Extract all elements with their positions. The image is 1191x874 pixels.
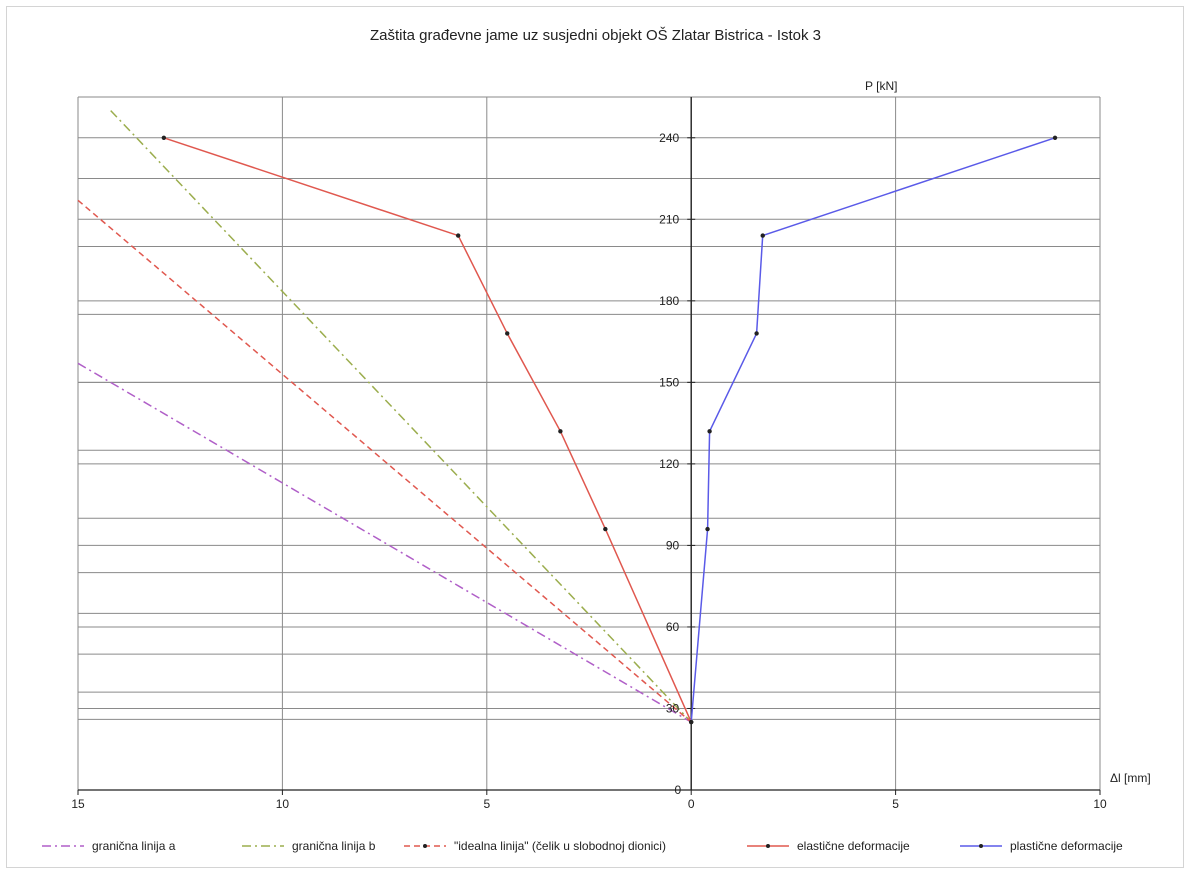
data-point (705, 526, 710, 532)
y-tick-label: 240 (659, 131, 679, 145)
legend-item: "idealna linija" (čelik u slobodnoj dion… (402, 836, 666, 856)
legend-label: granična linija b (292, 839, 376, 853)
x-tick-label: 15 (71, 797, 85, 811)
data-point (505, 331, 510, 336)
series-line-2 (110, 110, 692, 723)
legend-swatch-marker (423, 844, 427, 848)
chart-legend: granična linija a granična linija b "ideal… (40, 836, 1160, 856)
legend-swatch-marker (766, 844, 770, 848)
data-point (754, 331, 759, 336)
x-tick-label: 5 (892, 797, 899, 811)
axes-layer (77, 97, 1101, 795)
y-tick-label: 90 (666, 538, 680, 552)
series-layer (77, 110, 1058, 725)
legend-swatch (242, 845, 284, 847)
x-tick-label: 5 (483, 797, 490, 811)
legend-swatch (42, 845, 84, 847)
data-point (455, 233, 461, 238)
y-tick-label: 180 (659, 294, 679, 308)
data-point (1052, 135, 1058, 140)
chart-title: Zaštita građevne jame uz susjedni objekt… (369, 27, 822, 44)
y-tick-label: 120 (659, 457, 679, 471)
series-line-3 (77, 199, 692, 723)
x-tick-label: 10 (276, 797, 290, 811)
tick-layer: 15 10 5 0 5 10 30 60 90 120 150 180 210 240 0 (71, 131, 1107, 811)
legend-item: granična linija a (40, 836, 175, 856)
legend-item: elastične deformacije (745, 836, 910, 856)
data-point (760, 233, 765, 238)
y-tick-label: 60 (666, 620, 680, 634)
legend-label: "idealna linija" (čelik u slobodnoj dion… (454, 839, 666, 853)
y-tick-label: 210 (659, 212, 679, 226)
series-line-1 (77, 362, 692, 723)
legend-swatch (960, 844, 1002, 848)
data-point (603, 526, 608, 532)
series-line-5 (690, 137, 1056, 723)
legend-item: granična linija b (240, 836, 375, 856)
legend-swatch (747, 844, 789, 848)
y-axis-label: P [kN] (865, 79, 898, 93)
legend-item: plastične deformacije (958, 836, 1123, 856)
data-point (707, 429, 712, 434)
legend-label: plastične deformacije (1010, 839, 1123, 853)
legend-label: elastične deformacije (797, 839, 910, 853)
data-point (689, 719, 694, 725)
grid-layer (77, 96, 1101, 790)
data-point (558, 429, 563, 434)
x-tick-label: 0 (688, 797, 695, 811)
data-point (161, 135, 167, 140)
y-tick-label-zero: 0 (675, 783, 682, 797)
y-tick-label: 150 (659, 375, 679, 389)
x-axis-label: Δl [mm] (1110, 771, 1151, 785)
legend-swatch (404, 844, 446, 848)
x-tick-label: 10 (1093, 797, 1107, 811)
y-tick-label: 30 (666, 701, 680, 715)
legend-swatch-marker (979, 844, 983, 848)
legend-label: granična linija a (92, 839, 176, 853)
series-line-4 (163, 137, 692, 723)
chart-frame (6, 6, 1184, 868)
